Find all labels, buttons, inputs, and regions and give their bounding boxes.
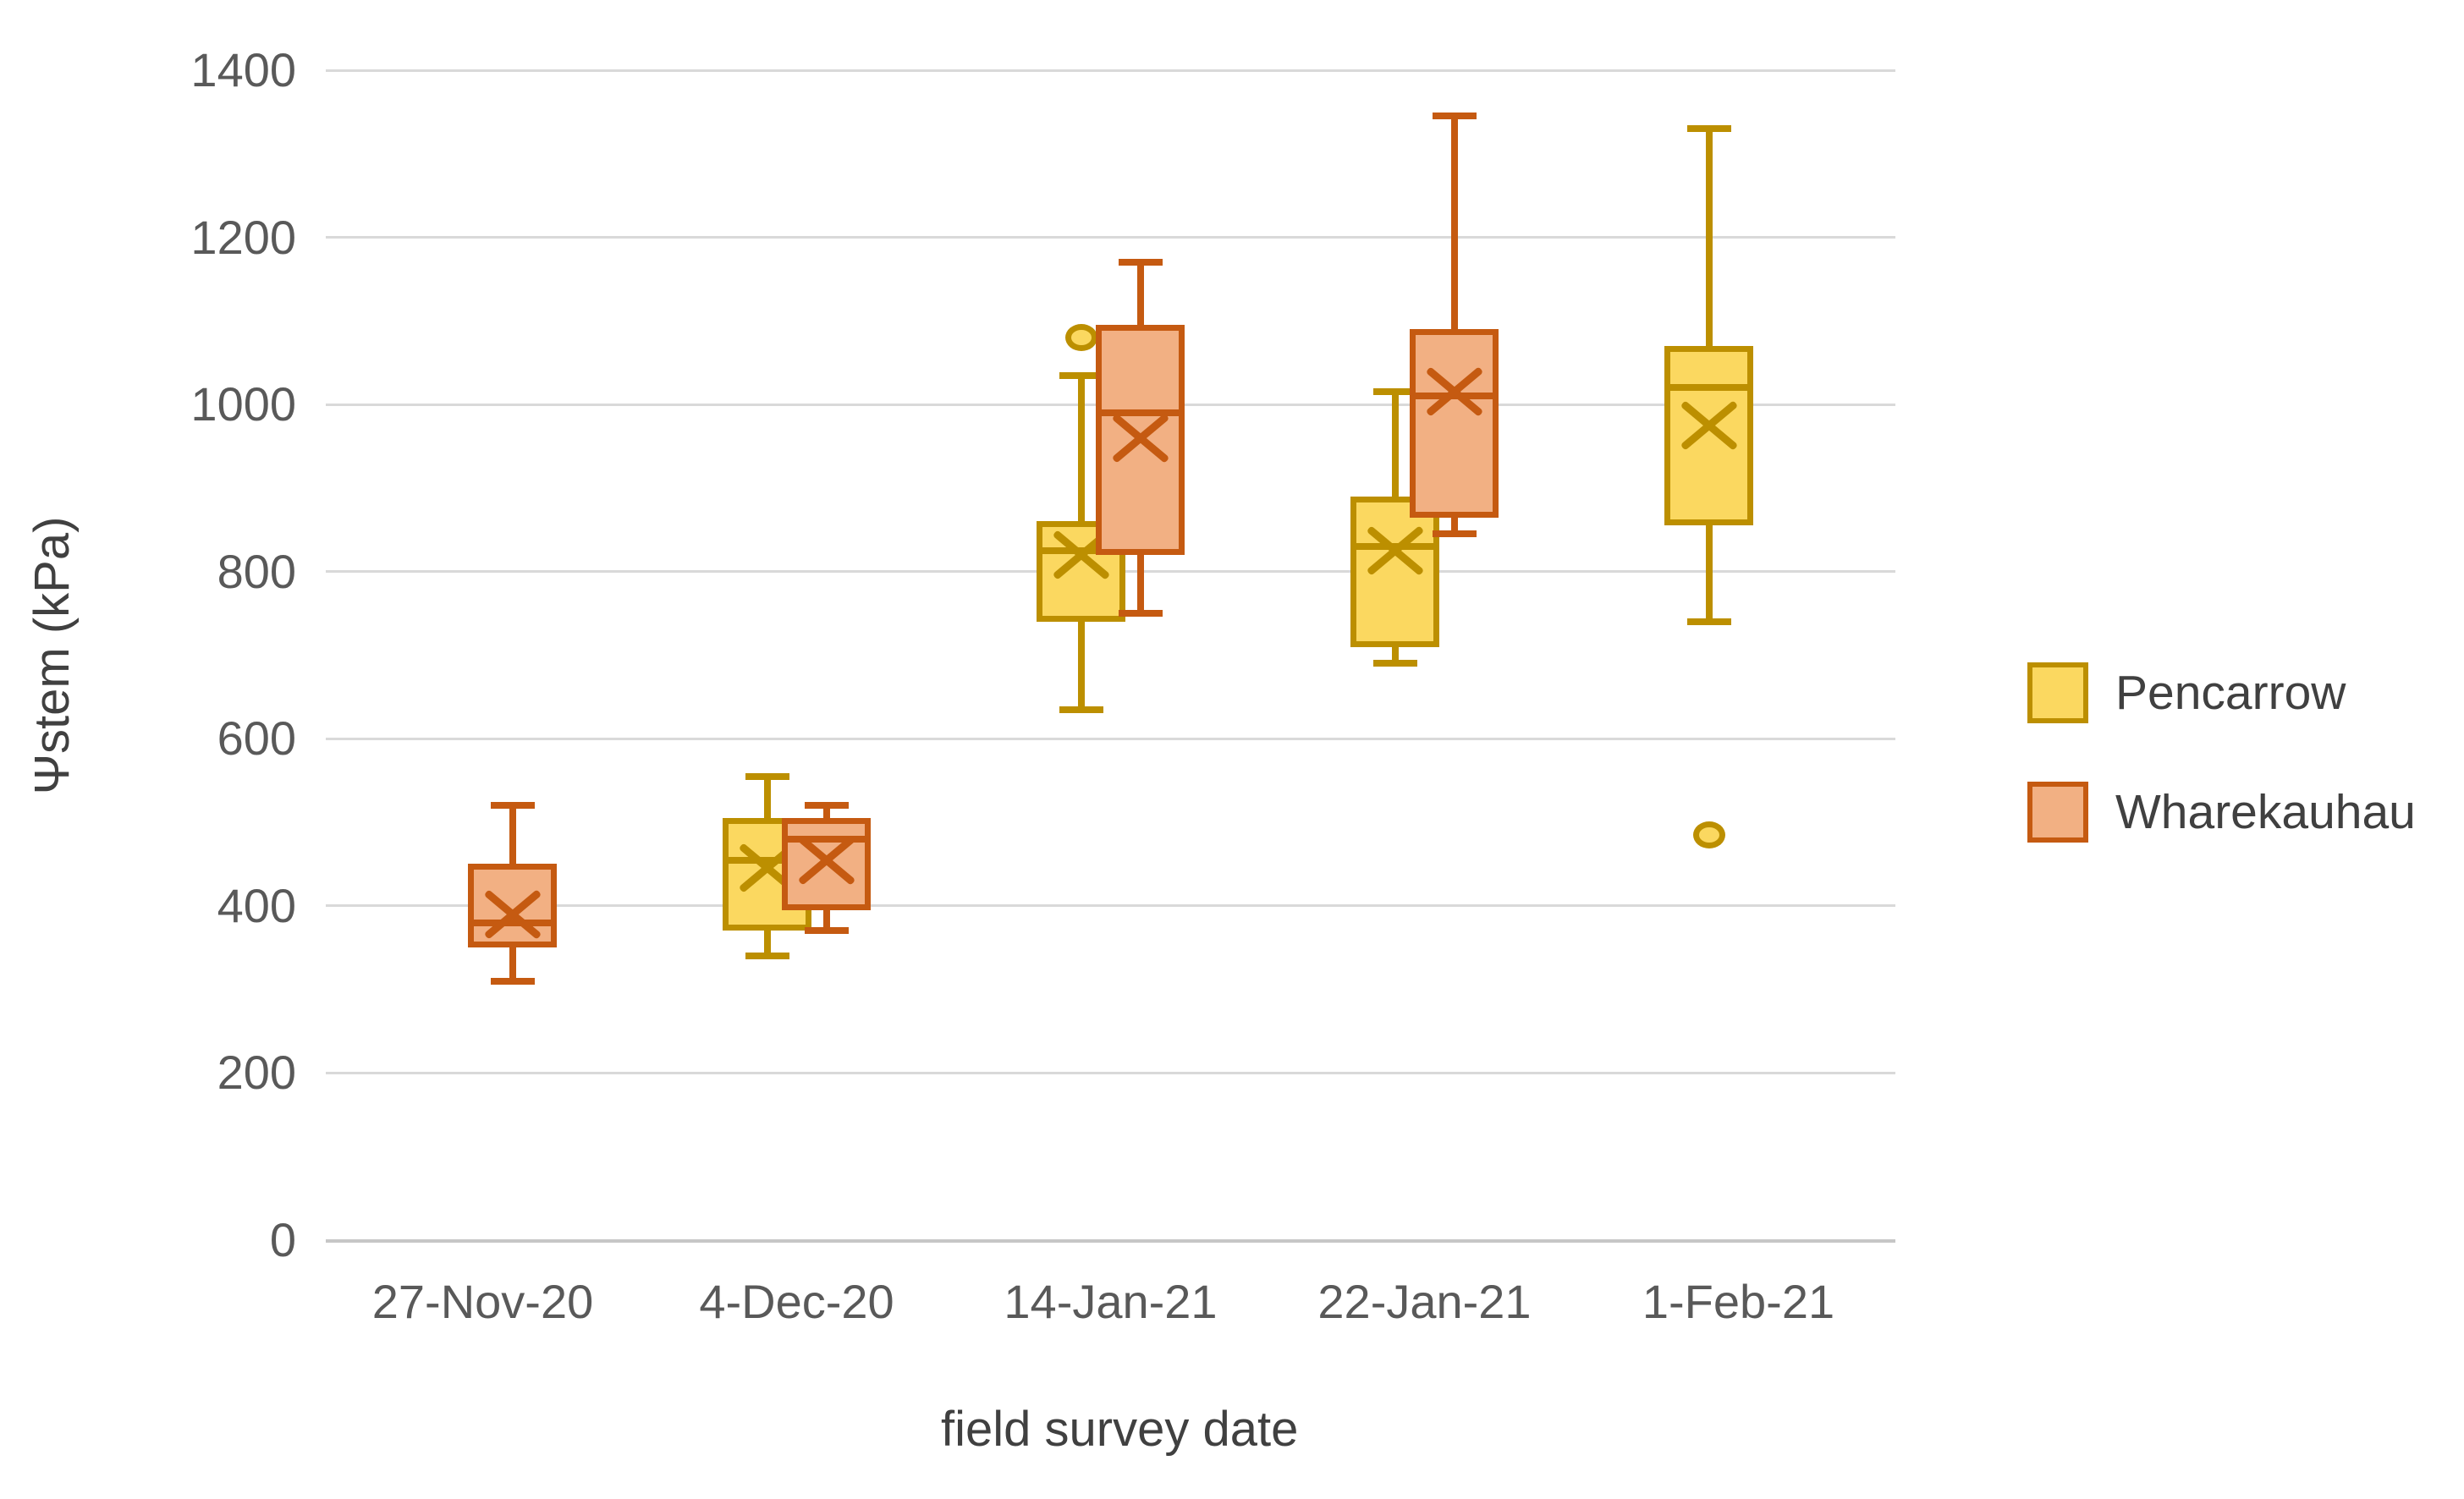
gridline: [326, 69, 1895, 72]
mean-marker: [799, 837, 855, 884]
whisker-cap: [745, 953, 789, 960]
whisker-cap: [490, 802, 535, 810]
legend-label-pencarrow: Pencarrow: [2115, 666, 2346, 720]
whisker-cap: [1432, 530, 1477, 538]
median-line: [1101, 409, 1180, 417]
outlier-marker: [1692, 821, 1725, 848]
outlier-marker: [1064, 324, 1097, 352]
whisker-cap: [1118, 610, 1163, 618]
gridline: [326, 904, 1895, 908]
x-axis-line: [326, 1238, 1895, 1243]
median-line: [1669, 384, 1748, 392]
pencarrow-swatch-icon: [2027, 662, 2088, 723]
y-tick-label: 1000: [190, 377, 296, 431]
gridline: [326, 737, 1895, 740]
y-tick-label: 600: [217, 711, 296, 766]
whisker-cap: [1372, 388, 1417, 396]
mean-marker: [485, 891, 541, 938]
whisker-cap: [1432, 113, 1477, 120]
legend-item-wharekauhau: Wharekauhau: [2027, 776, 2416, 848]
x-tick-label: 27-Nov-20: [371, 1275, 594, 1328]
whisker-cap: [804, 802, 849, 810]
mean-marker: [1367, 527, 1423, 574]
x-axis-title: field survey date: [941, 1402, 1299, 1457]
x-tick-label: 14-Jan-21: [1004, 1275, 1218, 1328]
gridline: [326, 236, 1895, 239]
y-tick-label: 1200: [190, 210, 296, 264]
x-tick-label: 4-Dec-20: [699, 1275, 894, 1328]
legend-label-wharekauhau: Wharekauhau: [2115, 785, 2416, 839]
whisker-cap: [1059, 706, 1103, 713]
whisker-cap: [1059, 371, 1103, 379]
mean-marker: [1113, 415, 1169, 462]
whisker-cap: [804, 927, 849, 935]
whisker-cap: [1686, 125, 1731, 133]
wharekauhau-swatch-icon: [2027, 782, 2088, 843]
whisker-cap: [1118, 259, 1163, 266]
whisker-cap: [745, 772, 789, 780]
x-tick-label: 1-Feb-21: [1642, 1275, 1835, 1328]
gridline: [326, 1071, 1895, 1074]
x-tick-label: 22-Jan-21: [1317, 1275, 1532, 1328]
y-tick-label: 200: [217, 1046, 296, 1100]
y-tick-label: 0: [269, 1213, 296, 1266]
y-tick-label: 400: [217, 878, 296, 932]
legend: Pencarrow Wharekauhau: [2027, 656, 2416, 895]
mean-marker: [1681, 402, 1737, 449]
y-axis-title: Ψstem (kPa): [25, 516, 80, 795]
box: [1410, 329, 1499, 518]
whisker-cap: [490, 977, 535, 985]
y-tick-label: 800: [217, 544, 296, 598]
whisker-cap: [1372, 660, 1417, 667]
whisker: [1450, 116, 1458, 535]
legend-item-pencarrow: Pencarrow: [2027, 656, 2416, 729]
whisker-cap: [1686, 618, 1731, 625]
y-tick-label: 1400: [190, 43, 296, 96]
mean-marker: [1427, 368, 1482, 415]
